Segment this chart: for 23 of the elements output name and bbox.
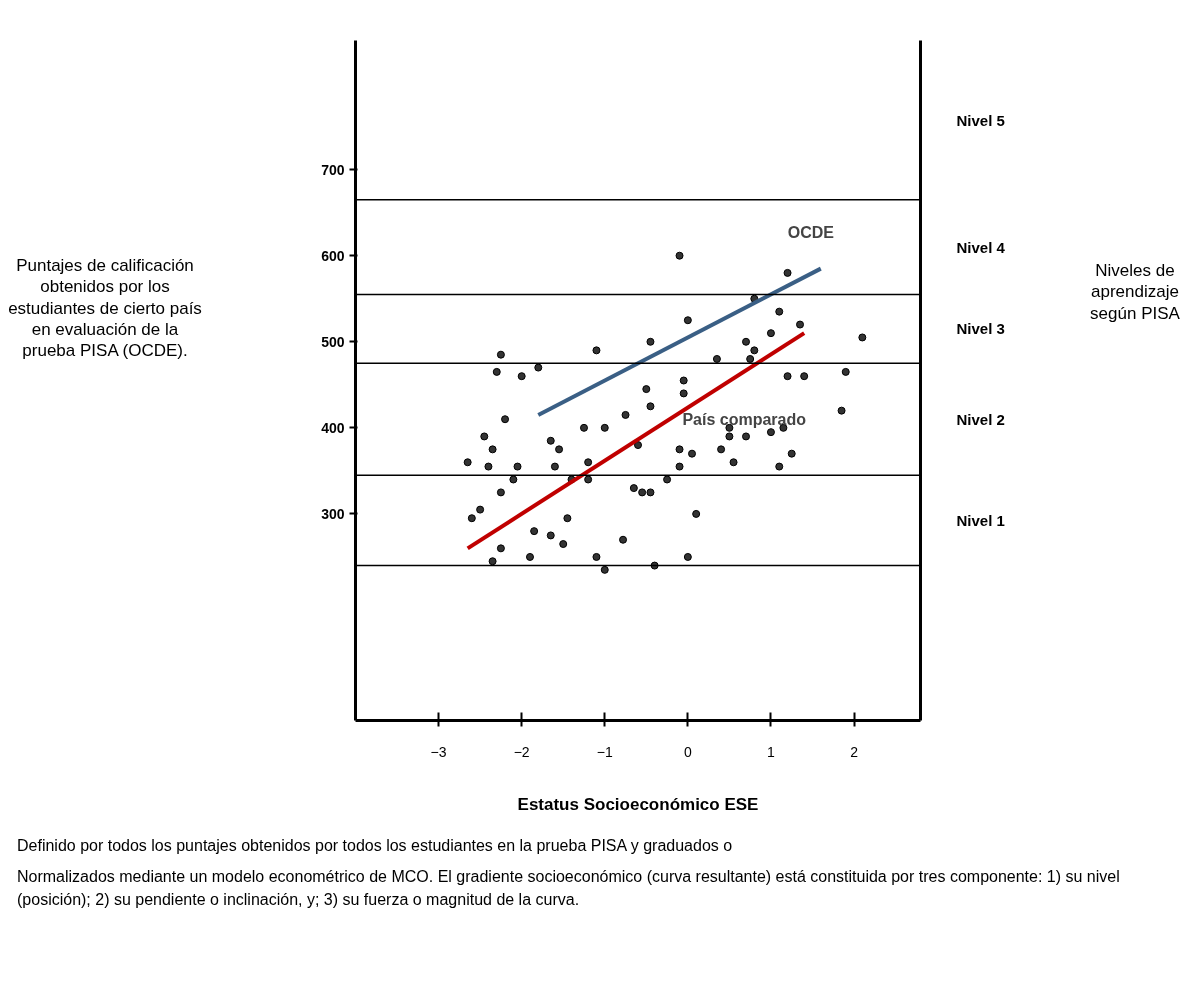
text: Nivel 2 <box>956 410 1005 428</box>
series-label: OCDE <box>787 223 835 241</box>
text: Niveles de aprendizaje según PISA <box>1089 260 1181 324</box>
x-tick-label: −1 <box>596 743 613 760</box>
y-tick-label: 700 <box>321 161 345 178</box>
text: Puntajes de calificación obtenidos por los estudiantes de cierto país en evaluación de la prueba PISA (OCDE). <box>7 255 203 362</box>
text: Nivel 4 <box>956 238 1006 256</box>
x-tick-label: −3 <box>430 743 447 760</box>
text: Normalizados mediante un modelo econométrico de MCO. El gradiente socioeconómico (curva resultante) está constituida por tres componente: 1) su nivel (posición); 2) su pendiente o inclinación, y; 3) su fuerza o magnitud de la curva. <box>17 866 1121 910</box>
y-tick-label: 400 <box>321 419 345 436</box>
x-tick-label: 1 <box>767 743 776 760</box>
text: Definido por todos los puntajes obtenidos por todos los estudiantes en la prueba PISA y graduados o <box>17 836 734 856</box>
x-tick-label: −2 <box>513 743 530 760</box>
x-tick-label: 0 <box>683 743 692 760</box>
y-tick-label: 300 <box>321 505 345 522</box>
y-tick-label: 600 <box>321 247 345 264</box>
x-tick-label: 2 <box>850 743 859 760</box>
text: Nivel 3 <box>956 320 1005 338</box>
y-tick-label: 500 <box>321 333 345 350</box>
series-label: País comparado <box>682 411 807 429</box>
x-axis-title: Estatus Socioeconómico ESE <box>517 794 759 814</box>
text: Nivel 5 <box>956 111 1005 129</box>
text: Nivel 1 <box>956 511 1005 529</box>
